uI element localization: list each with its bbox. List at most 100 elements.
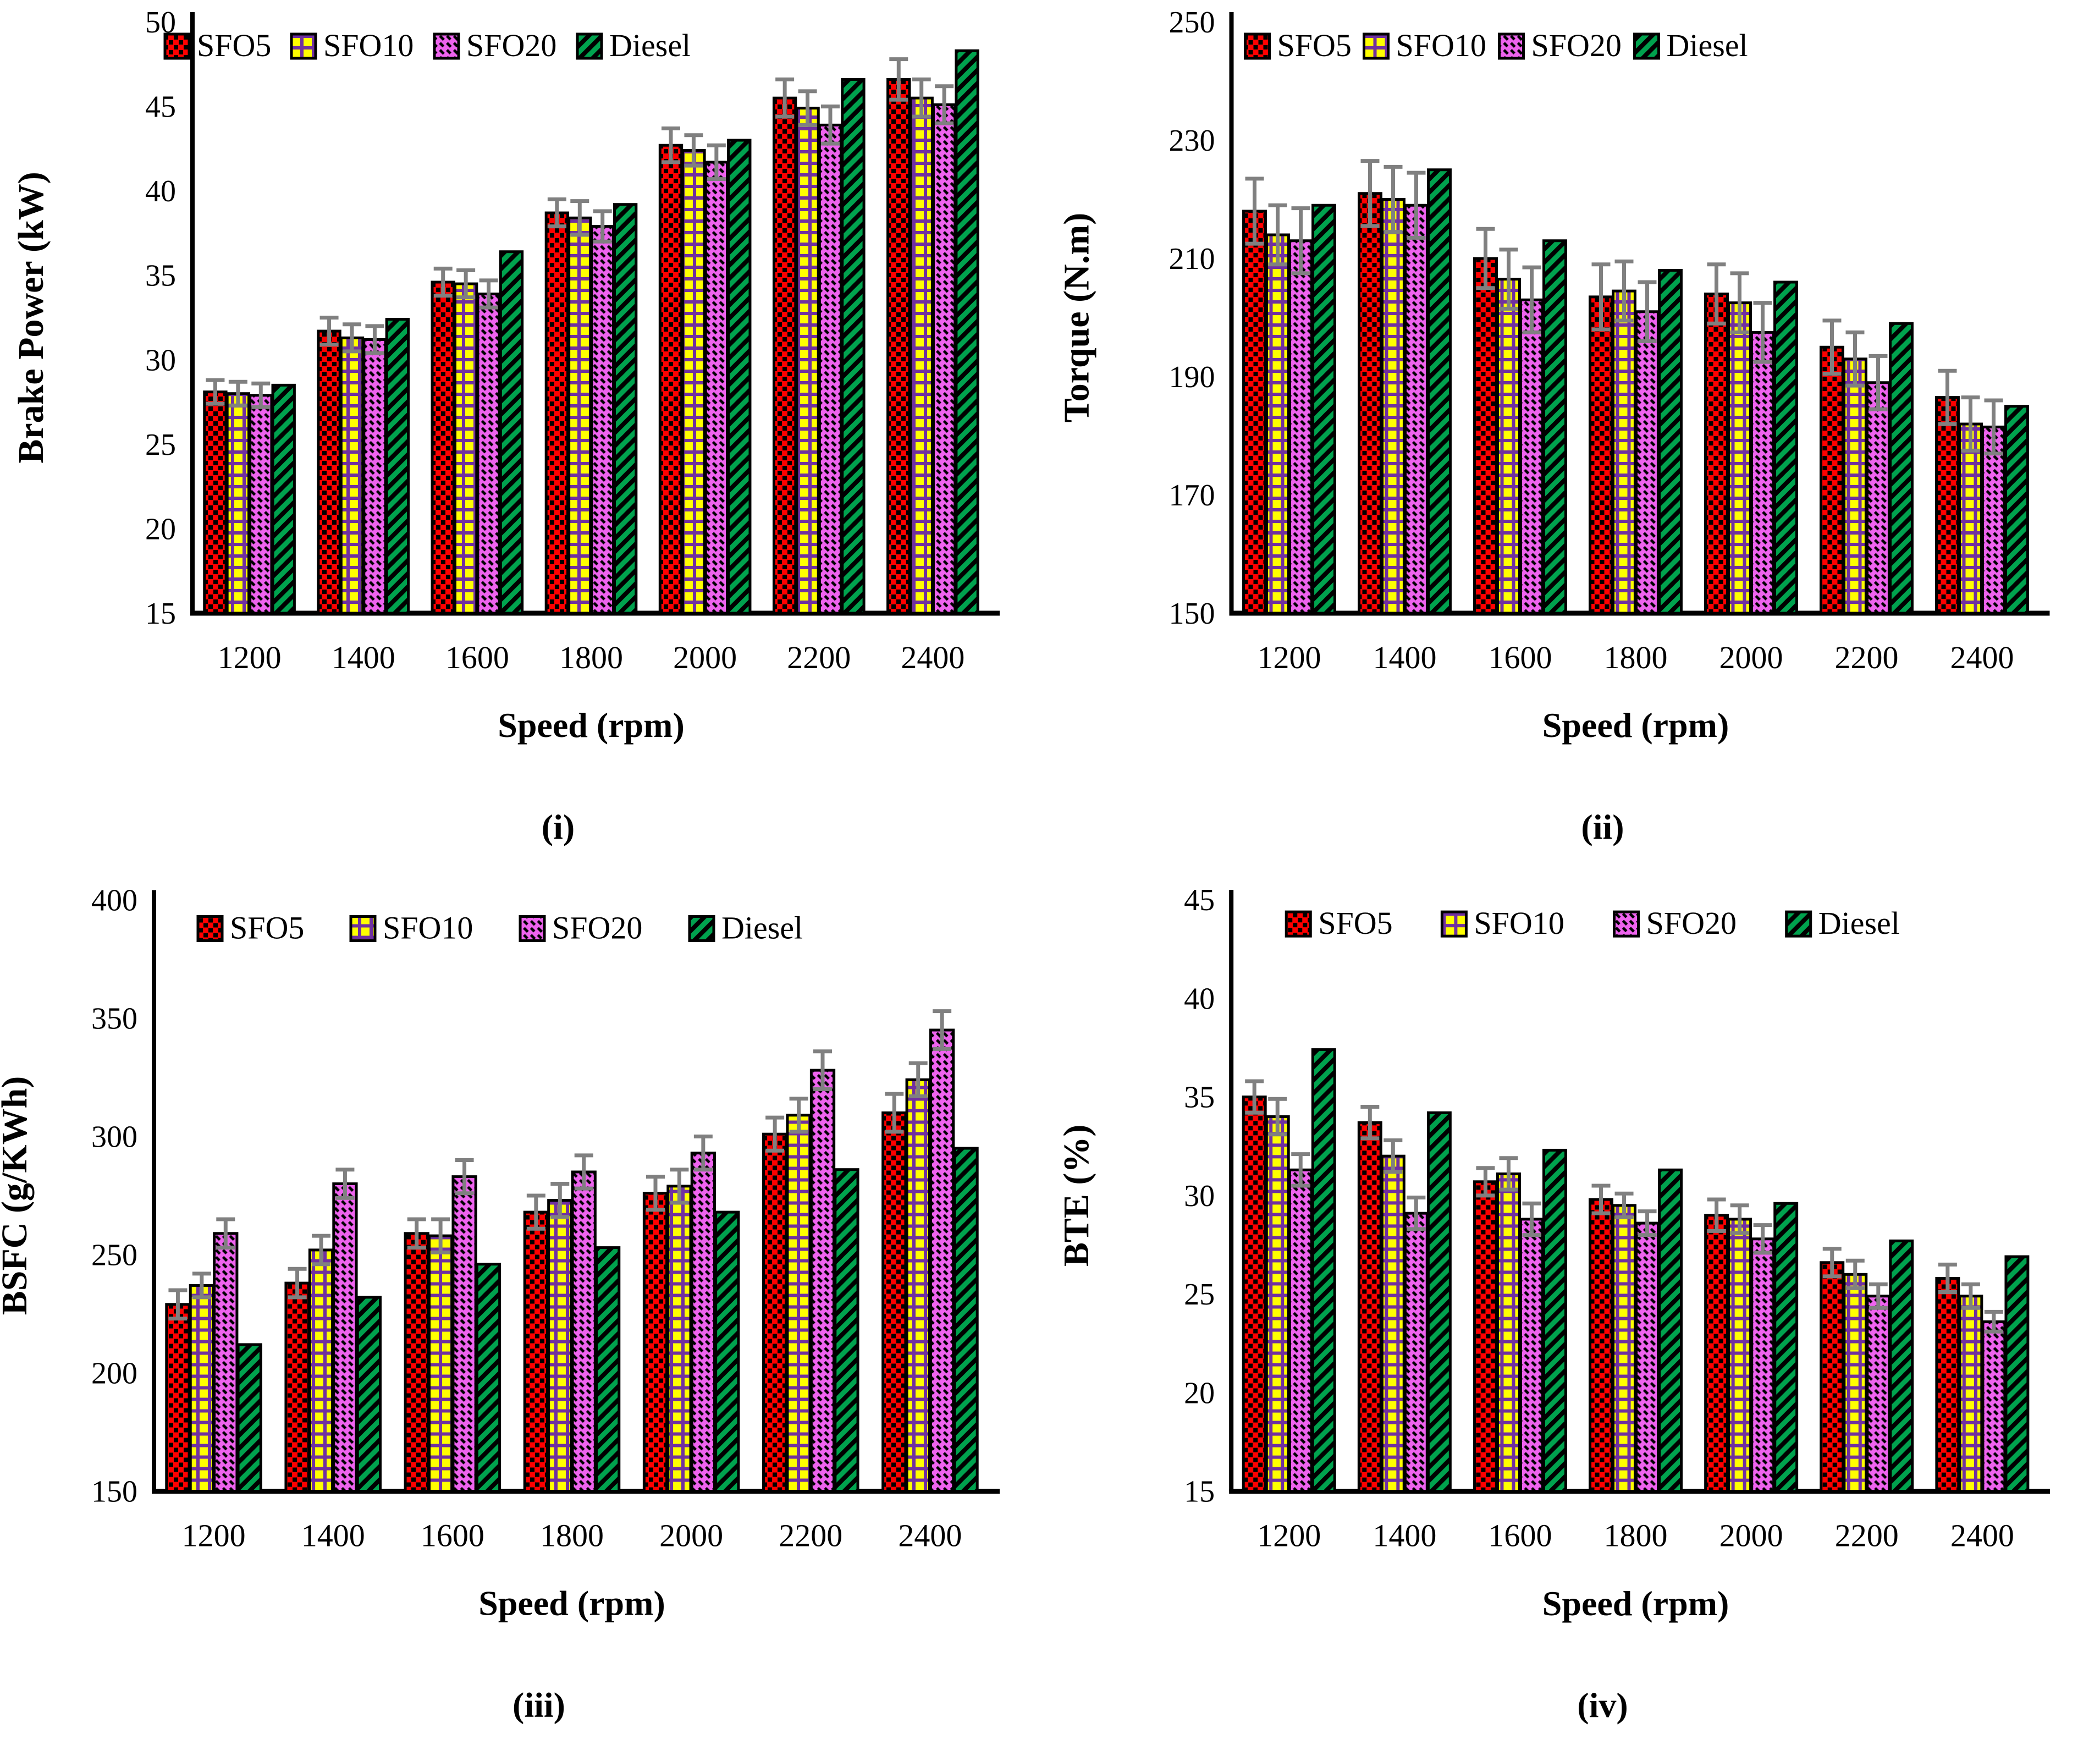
- errorbar-SFO10-2400: [1961, 395, 1980, 453]
- bar-SFO5-2400: [886, 78, 911, 615]
- errorbar-SFO20-2400: [933, 1009, 952, 1051]
- errorbar-SFO20-1800: [1638, 280, 1657, 343]
- legend-item-SFO5: SFO5: [163, 27, 271, 63]
- errorbar-SFO20-2000: [707, 143, 726, 181]
- errorbar-SFO5-2400: [1938, 1262, 1957, 1295]
- errorbar-SFO20-1800: [574, 1153, 593, 1191]
- errorbar-SFO20-1800: [593, 209, 612, 244]
- legend-swatch-SFO20: [433, 32, 460, 60]
- errorbar-SFO10-2000: [684, 133, 703, 168]
- errorbar-SFO5-1600: [433, 266, 453, 298]
- chart-iii: 150 200 250 300 350 400 1200 1400 1600 1800 2000 22…: [0, 884, 1000, 1725]
- bar-SFO10-2200: [786, 1114, 812, 1493]
- bar-SFO10-1600: [1496, 1172, 1521, 1493]
- bar-SFO5-1400: [1357, 1121, 1382, 1493]
- legend-swatch-SFO20: [1613, 910, 1640, 938]
- bar-Diesel-1200: [271, 383, 296, 615]
- legend-item-SFO5: SFO5: [196, 910, 304, 946]
- bar-SFO20-2200: [1866, 381, 1890, 615]
- errorbar-SFO10-1400: [1384, 1138, 1403, 1174]
- y-tick-label: 35: [1184, 1081, 1215, 1115]
- legend-item-SFO20: SFO20: [433, 27, 556, 63]
- legend-swatch-Diesel: [1785, 910, 1812, 938]
- y-tick-label: 230: [1169, 124, 1215, 158]
- legend-swatch-SFO5: [196, 915, 224, 942]
- errorbar-SFO10-2400: [912, 77, 931, 119]
- bar-Diesel-2400: [2004, 405, 2029, 615]
- x-tick-label: 2400: [1950, 1518, 2014, 1554]
- bar-SFO5-1400: [1358, 192, 1382, 615]
- x-tick-label: 2200: [1835, 640, 1899, 675]
- panel-label-i: (i): [542, 807, 575, 846]
- x-tick-label: 1400: [332, 640, 395, 675]
- y-axis-title: BSFC (g/KWh): [0, 1076, 35, 1315]
- bar-SFO20-1200: [249, 394, 273, 615]
- errorbar-SFO20-2200: [1868, 1282, 1888, 1310]
- legend-item-SFO10: SFO10: [290, 27, 414, 63]
- y-tick-label: 300: [91, 1120, 137, 1154]
- errorbar-SFO20-2000: [1753, 1223, 1772, 1255]
- errorbar-SFO20-2200: [1868, 354, 1888, 411]
- y-tick-label: 150: [91, 1475, 137, 1509]
- y-tick-label: 35: [145, 259, 176, 293]
- chart-ii: 150 170 190 210 230 250 1200 1400 1600 1800 2000 22…: [1057, 5, 2050, 846]
- x-tick-label: 1600: [421, 1518, 484, 1554]
- bar-SFO20-1600: [476, 293, 501, 615]
- errorbar-SFO5-1600: [1476, 1166, 1495, 1198]
- panel-label-ii: (ii): [1581, 807, 1624, 846]
- bar-SFO5-2000: [1704, 293, 1729, 615]
- errorbar-SFO10-1200: [1268, 203, 1287, 267]
- y-tick-label: 20: [145, 512, 176, 546]
- y-tick-label: 190: [1169, 360, 1215, 394]
- bar-SFO5-1200: [203, 390, 228, 615]
- x-tick-label: 1800: [1604, 1518, 1668, 1554]
- y-axis-title: Brake Power (kW): [11, 172, 51, 463]
- legend-label-SFO20: SFO20: [466, 27, 556, 63]
- bar-Diesel-2400: [953, 1147, 979, 1493]
- errorbar-SFO10-2200: [1845, 330, 1865, 388]
- errorbar-SFO5-2000: [1707, 1197, 1726, 1233]
- errorbar-SFO20-2400: [935, 84, 954, 125]
- errorbar-SFO20-2200: [821, 104, 840, 146]
- errorbar-SFO5-1400: [1360, 159, 1380, 228]
- bar-Diesel-2200: [1889, 322, 1914, 615]
- bar-SFO5-2000: [1704, 1214, 1729, 1493]
- bar-Diesel-1400: [385, 318, 410, 615]
- y-tick-label: 20: [1184, 1376, 1215, 1410]
- legend-label-SFO10: SFO10: [323, 27, 414, 63]
- bar-SFO5-1600: [1473, 257, 1498, 615]
- bar-Diesel-2400: [955, 49, 979, 615]
- errorbar-SFO5-1200: [206, 378, 225, 406]
- bar-SFO5-2200: [772, 96, 797, 615]
- panel-label-iii: (iii): [512, 1686, 565, 1725]
- x-axis-title: Speed (rpm): [478, 1584, 665, 1623]
- bar-Diesel-1200: [1311, 203, 1336, 615]
- bar-Diesel-1400: [1427, 168, 1452, 615]
- y-tick-label: 250: [91, 1238, 137, 1273]
- legend-item-SFO20: SFO20: [1498, 27, 1622, 63]
- legend-swatch-SFO20: [1498, 32, 1525, 60]
- bar-SFO10-1400: [1380, 1154, 1405, 1493]
- chart-iv: 15 20 25 30 35 40 45 1200 1400 1600 1800 2000 2200 24…: [1056, 883, 2050, 1725]
- legend-label-SFO20: SFO20: [1646, 905, 1737, 941]
- bar-SFO20-2000: [704, 161, 729, 615]
- bar-Diesel-2000: [714, 1210, 740, 1493]
- bar-SFO10-1800: [1612, 289, 1636, 615]
- errorbar-SFO5-1800: [1591, 1183, 1611, 1215]
- errorbar-SFO10-2200: [789, 1097, 808, 1134]
- bar-SFO20-1600: [1519, 1218, 1544, 1493]
- errorbar-SFO10-1400: [343, 322, 361, 354]
- legend-swatch-SFO5: [163, 32, 191, 60]
- errorbar-SFO10-1800: [570, 199, 589, 237]
- bar-SFO10-1600: [453, 282, 478, 615]
- bar-SFO10-2400: [909, 96, 934, 615]
- y-tick-label: 25: [1184, 1278, 1215, 1312]
- bar-SFO20-2400: [1981, 425, 2006, 615]
- bar-SFO10-1600: [428, 1234, 454, 1493]
- bar-SFO20-2000: [1750, 331, 1775, 615]
- bar-SFO20-1400: [332, 1182, 358, 1493]
- errorbar-SFO5-2200: [1822, 1247, 1842, 1279]
- errorbar-SFO10-1600: [456, 268, 476, 300]
- x-axis-title: Speed (rpm): [1542, 1584, 1729, 1623]
- errorbar-SFO10-2000: [670, 1168, 689, 1205]
